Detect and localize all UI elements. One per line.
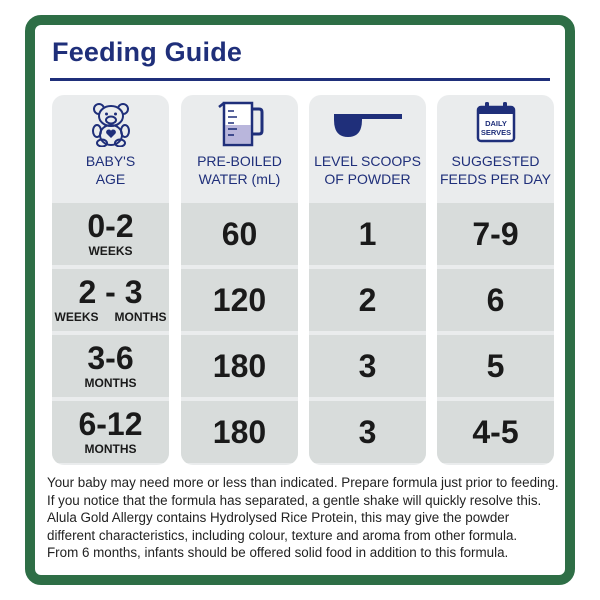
cell-value: 3 bbox=[358, 348, 377, 384]
table-cell: 120 bbox=[181, 269, 298, 331]
cell-unit: MONTHS bbox=[84, 376, 137, 390]
table-cell: 6 bbox=[437, 269, 554, 331]
cell-value: 180 bbox=[212, 414, 267, 450]
table-cell: 3 bbox=[309, 335, 426, 397]
cell-unit: WEEKS MONTHS bbox=[55, 310, 167, 324]
table-cell: 6-12 MONTHS bbox=[52, 401, 169, 463]
cell-unit: MONTHS bbox=[84, 442, 137, 456]
cell-unit-right: MONTHS bbox=[114, 310, 167, 324]
cell-value: 180 bbox=[212, 348, 267, 384]
feeding-guide-panel: Feeding Guide BABY'S bbox=[25, 15, 575, 585]
cell-value: 120 bbox=[212, 282, 267, 318]
table-cell: 5 bbox=[437, 335, 554, 397]
calendar-icon-text: SERVES bbox=[480, 128, 510, 137]
column-header: PRE-BOILED WATER (mL) bbox=[181, 95, 298, 200]
cell-value: 2 - 3 bbox=[78, 274, 143, 310]
column-label: BABY'S AGE bbox=[85, 153, 136, 187]
title-divider bbox=[50, 78, 550, 81]
column-feeds-per-day: DAILY SERVES SUGGESTED FEEDS PER DAY 7-9… bbox=[437, 95, 554, 465]
column-label: SUGGESTED FEEDS PER DAY bbox=[440, 153, 551, 187]
cell-value: 5 bbox=[486, 348, 505, 384]
table-cell: 2 bbox=[309, 269, 426, 331]
column-scoops: LEVEL SCOOPS OF POWDER 1 2 3 3 bbox=[309, 95, 426, 465]
cell-value: 3-6 bbox=[87, 340, 134, 376]
column-label: LEVEL SCOOPS OF POWDER bbox=[314, 153, 421, 187]
calendar-icon: DAILY SERVES bbox=[476, 102, 515, 143]
cell-value: 60 bbox=[221, 216, 258, 252]
column-header: BABY'S AGE bbox=[52, 95, 169, 200]
table-cell: 3 bbox=[309, 401, 426, 463]
table-cell: 3-6 MONTHS bbox=[52, 335, 169, 397]
column-babys-age: BABY'S AGE 0-2 WEEKS 2 - 3 WEEKS MONTHS … bbox=[52, 95, 169, 465]
cell-value: 0-2 bbox=[87, 208, 134, 244]
table-cell: 1 bbox=[309, 203, 426, 265]
note-line: different characteristics, including col… bbox=[47, 527, 518, 543]
column-header: LEVEL SCOOPS OF POWDER bbox=[309, 95, 426, 200]
note-line: Alula Gold Allergy contains Hydrolysed R… bbox=[47, 510, 510, 526]
column-water: PRE-BOILED WATER (mL) 60 120 180 180 bbox=[181, 95, 298, 465]
scoop-icon bbox=[333, 114, 402, 137]
table-cell: 7-9 bbox=[437, 203, 554, 265]
table-cell: 180 bbox=[181, 335, 298, 397]
table-cell: 0-2 WEEKS bbox=[52, 203, 169, 265]
note-line: From 6 months, infants should be offered… bbox=[47, 545, 509, 561]
cell-unit-left: WEEKS bbox=[54, 310, 99, 324]
feeding-notes: Your baby may need more or less than ind… bbox=[47, 474, 559, 562]
column-header: DAILY SERVES SUGGESTED FEEDS PER DAY bbox=[437, 95, 554, 200]
page-title: Feeding Guide bbox=[52, 37, 243, 67]
cell-value: 6 bbox=[486, 282, 505, 318]
cell-value: 1 bbox=[358, 216, 377, 252]
note-line: Your baby may need more or less than ind… bbox=[47, 475, 559, 490]
cell-value: 6-12 bbox=[78, 406, 143, 442]
measuring-jug-icon bbox=[217, 101, 263, 147]
cell-value: 4-5 bbox=[472, 414, 519, 450]
table-cell: 4-5 bbox=[437, 401, 554, 463]
table-cell: 180 bbox=[181, 401, 298, 463]
column-label: PRE-BOILED WATER (mL) bbox=[197, 153, 282, 187]
table-cell: 60 bbox=[181, 203, 298, 265]
calendar-icon-text: DAILY bbox=[485, 119, 507, 128]
teddy-bear-icon bbox=[91, 103, 130, 147]
note-line: If you notice that the formula has separ… bbox=[47, 492, 542, 508]
cell-value: 3 bbox=[358, 414, 377, 450]
cell-value: 7-9 bbox=[472, 216, 519, 252]
table-cell: 2 - 3 WEEKS MONTHS bbox=[52, 269, 169, 331]
cell-value: 2 bbox=[358, 282, 377, 318]
cell-unit: WEEKS bbox=[88, 244, 133, 258]
